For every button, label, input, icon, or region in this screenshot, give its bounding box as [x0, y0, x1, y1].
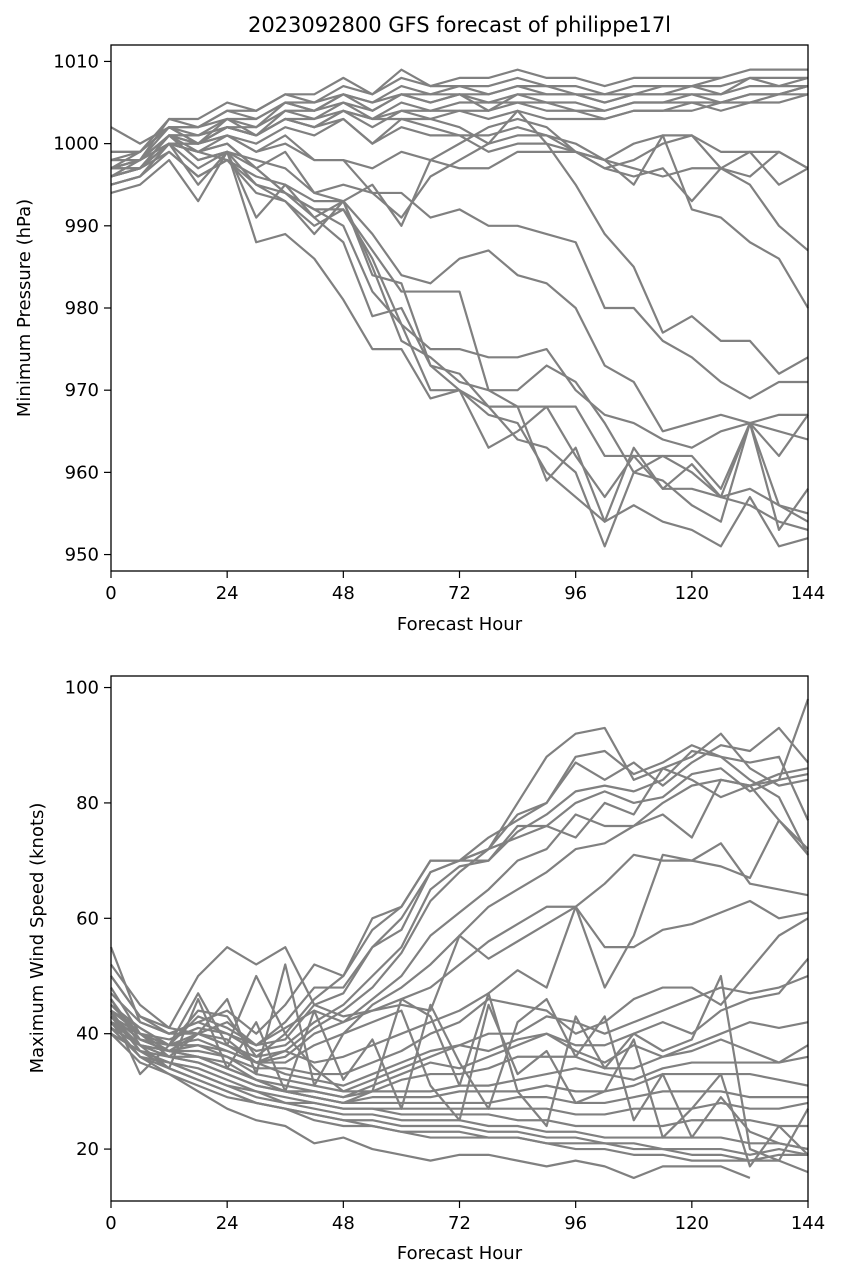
pressure-y-tick-label: 960 — [65, 462, 99, 483]
wind-x-tick-label: 96 — [564, 1213, 587, 1234]
wind-x-tick-label: 0 — [105, 1213, 116, 1234]
wind-series-line — [110, 963, 809, 1168]
pressure-series-line — [110, 68, 808, 162]
pressure-x-tick-label: 48 — [332, 583, 355, 604]
wind-series-group — [109, 698, 810, 1180]
pressure-y-tick-label: 1000 — [53, 134, 99, 155]
wind-y-tick-label: 40 — [76, 1024, 99, 1045]
pressure-axes: 0 24 48 72 96 120 144 95096097098099010001010 … — [14, 44, 825, 635]
wind-y-tick-label: 80 — [76, 793, 99, 814]
pressure-series-line — [111, 134, 808, 400]
pressure-x-tick-label: 144 — [791, 583, 825, 604]
wind-x-tick-label: 120 — [675, 1213, 709, 1234]
wind-series-line — [110, 997, 809, 1151]
pressure-series-line — [110, 76, 722, 145]
pressure-x-ticks: 0 24 48 72 96 120 144 — [105, 571, 825, 604]
pressure-series-line — [110, 150, 809, 449]
pressure-y-tick-label: 950 — [65, 545, 99, 566]
wind-axes: 0 24 48 72 96 120 144 20 40 60 80 100 Forecast Hou… — [27, 675, 825, 1264]
pressure-y-tick-label: 980 — [65, 298, 99, 319]
chart-title: 2023092800 GFS forecast of philippe17l — [248, 13, 671, 37]
pressure-y-tick-label: 990 — [65, 216, 99, 237]
wind-x-ticks: 0 24 48 72 96 120 144 — [105, 1201, 825, 1234]
pressure-series-group — [110, 68, 809, 548]
wind-x-tick-label: 144 — [791, 1213, 825, 1234]
wind-series-line — [110, 749, 810, 1047]
wind-x-tick-label: 48 — [332, 1213, 355, 1234]
pressure-x-tick-label: 0 — [105, 583, 116, 604]
pressure-y-tick-label: 970 — [65, 380, 99, 401]
wind-x-tick-label: 72 — [448, 1213, 471, 1234]
pressure-series-line — [111, 134, 809, 548]
wind-series-line — [110, 1026, 808, 1105]
wind-series-line — [110, 1021, 751, 1180]
wind-series-line — [110, 899, 809, 1047]
wind-series-line — [110, 1032, 808, 1162]
wind-series-line — [110, 1009, 809, 1174]
wind-x-axis-label: Forecast Hour — [397, 1243, 523, 1264]
wind-series-line — [110, 1021, 809, 1099]
wind-series-line — [110, 957, 809, 1093]
wind-y-tick-label: 100 — [65, 678, 99, 699]
pressure-x-tick-label: 24 — [216, 583, 239, 604]
pressure-x-tick-label: 120 — [675, 583, 709, 604]
pressure-x-tick-label: 72 — [448, 583, 471, 604]
pressure-y-tick-label: 1010 — [53, 51, 99, 72]
wind-series-line — [109, 974, 809, 1162]
wind-y-ticks: 20 40 60 80 100 — [65, 678, 111, 1160]
pressure-x-axis-label: Forecast Hour — [397, 614, 523, 635]
wind-series-line — [110, 773, 809, 1064]
pressure-y-axis-label: Minimum Pressure (hPa) — [14, 199, 35, 417]
wind-x-tick-label: 24 — [216, 1213, 239, 1234]
wind-y-tick-label: 20 — [76, 1139, 99, 1160]
pressure-y-ticks: 950 960 970 980 990 1000 1010 — [53, 51, 111, 566]
wind-y-axis-label: Maximum Wind Speed (knots) — [27, 803, 48, 1074]
wind-y-tick-label: 60 — [76, 908, 99, 929]
pressure-x-tick-label: 96 — [564, 583, 587, 604]
